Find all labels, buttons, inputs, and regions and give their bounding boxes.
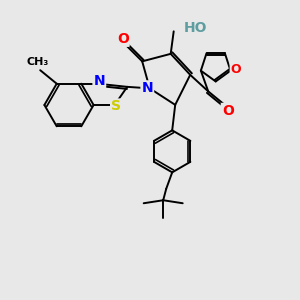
Text: HO: HO [184, 21, 208, 35]
Text: N: N [94, 74, 105, 88]
Text: O: O [222, 104, 234, 118]
Text: O: O [231, 63, 241, 76]
Text: O: O [117, 32, 129, 46]
Text: S: S [111, 100, 121, 113]
Text: N: N [142, 81, 153, 95]
Text: CH₃: CH₃ [26, 57, 48, 67]
